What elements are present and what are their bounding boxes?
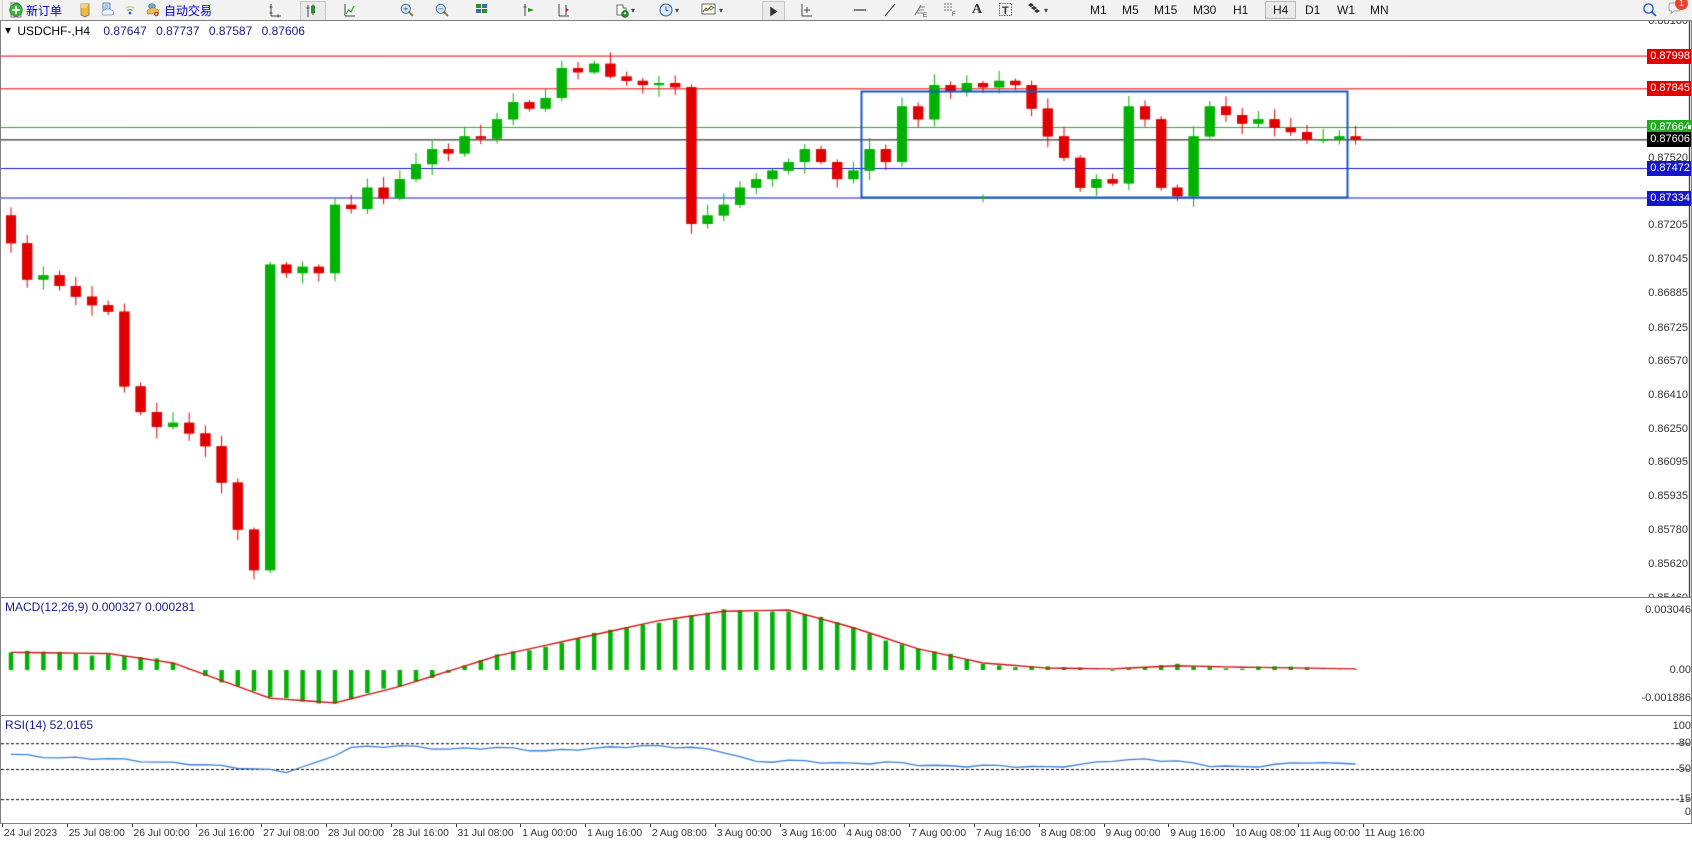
- svg-text:F: F: [952, 12, 956, 18]
- svg-text:E: E: [923, 13, 927, 18]
- svg-text:T: T: [1002, 5, 1009, 17]
